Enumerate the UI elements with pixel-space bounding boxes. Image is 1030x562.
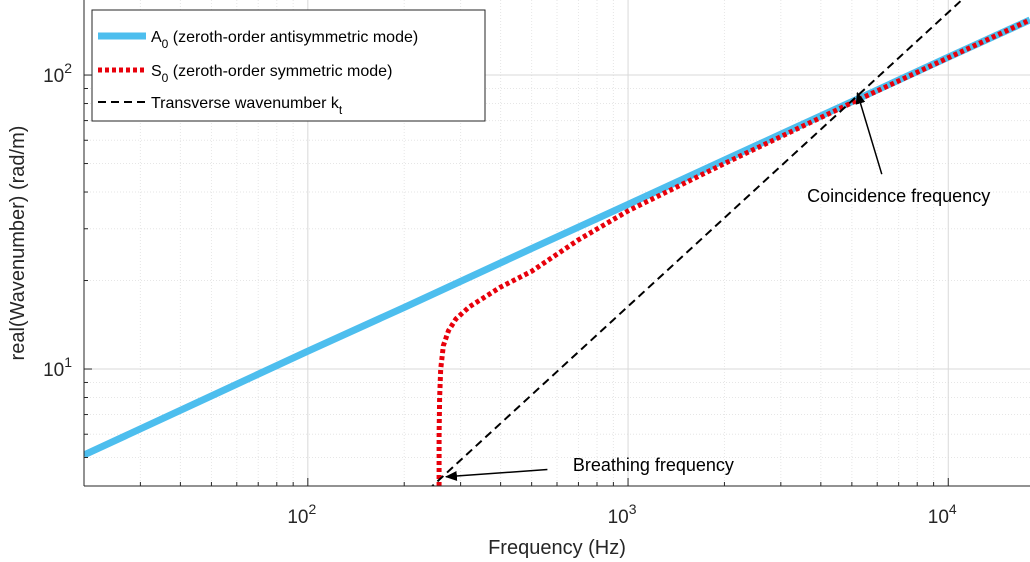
breathing-arrow — [444, 468, 548, 481]
tick-labels: 102 103 104 101 102 — [43, 60, 957, 528]
legend-entry-kt: Transverse wavenumber kt — [98, 95, 343, 117]
x-tick-label: 103 — [608, 501, 637, 528]
legend-entry-s0: S0 (zeroth-order symmetric mode) — [98, 63, 392, 85]
coincidence-arrow — [855, 91, 883, 175]
legend-box — [91, 9, 486, 122]
series-a0-line — [84, 16, 1030, 459]
x-axis-label: Frequency (Hz) — [488, 537, 626, 559]
breathing-label: Breathing frequency — [573, 455, 734, 475]
x-tick-label: 102 — [287, 501, 316, 528]
axes — [83, 0, 1030, 487]
legend-label-s0: S0 (zeroth-order symmetric mode) — [151, 63, 392, 85]
annotations: Coincidence frequency Breathing frequency — [444, 91, 990, 481]
legend: A0 (zeroth-order antisymmetric mode) S0 … — [91, 9, 486, 122]
series-layer — [84, 0, 1030, 486]
y-tick-label: 102 — [43, 60, 72, 87]
legend-label-a0: A0 (zeroth-order antisymmetric mode) — [151, 29, 418, 51]
x-tick-label: 104 — [928, 501, 957, 528]
series-kt-line — [430, 0, 964, 486]
y-axis-label: real(Wavenumber) (rad/m) — [7, 126, 29, 361]
legend-entry-a0: A0 (zeroth-order antisymmetric mode) — [98, 29, 418, 51]
legend-label-kt: Transverse wavenumber kt — [151, 95, 343, 117]
coincidence-label: Coincidence frequency — [807, 186, 990, 206]
y-tick-label: 101 — [43, 354, 72, 381]
series-s0-line — [436, 17, 1030, 486]
